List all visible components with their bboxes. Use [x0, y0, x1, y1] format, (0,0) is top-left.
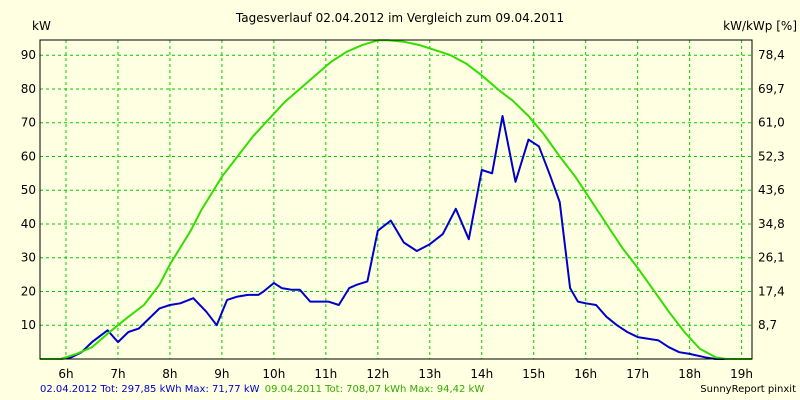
x-tick-label: 12h — [366, 367, 389, 381]
y-tick-label-left: 30 — [21, 251, 36, 265]
y-tick-label-left: 80 — [21, 82, 36, 96]
legend-series-1: 02.04.2012 Tot: 297,85 kWh Max: 71,77 kW… — [40, 384, 484, 395]
plot-frame — [39, 39, 753, 360]
x-tick-label: 17h — [626, 367, 649, 381]
legend-series-1-text: 02.04.2012 Tot: 297,85 kWh Max: 71,77 kW — [40, 384, 260, 395]
x-tick-label: 13h — [418, 367, 441, 381]
chart-title: Tagesverlauf 02.04.2012 im Vergleich zum… — [235, 11, 564, 25]
series-line-1 — [40, 115, 752, 360]
y-tick-label-left: 70 — [21, 116, 36, 130]
axis-ticks: 10 8,7 20 17,4 30 26,1 40 34,8 50 43,6 60 52,3 70 61,… — [21, 48, 785, 381]
y-tick-label-left: 50 — [21, 183, 36, 197]
y-axis-label-right: kW/kWp [%] — [723, 19, 797, 33]
y-tick-label-right: 43,6 — [758, 183, 785, 197]
y-tick-label-right: 8,7 — [758, 318, 777, 332]
x-tick-label: 14h — [470, 367, 493, 381]
y-tick-label-right: 26,1 — [758, 251, 785, 265]
y-tick-label-right: 78,4 — [758, 48, 785, 62]
y-tick-label-right: 61,0 — [758, 116, 785, 130]
y-tick-label-right: 34,8 — [758, 217, 785, 231]
y-tick-label-right: 17,4 — [758, 284, 785, 298]
x-tick-label: 15h — [522, 367, 545, 381]
y-tick-label-left: 20 — [21, 284, 36, 298]
x-tick-label: 6h — [58, 367, 73, 381]
y-tick-label-right: 52,3 — [758, 149, 785, 163]
x-tick-label: 16h — [574, 367, 597, 381]
x-tick-label: 9h — [214, 367, 229, 381]
grid-lines — [40, 40, 752, 359]
y-tick-label-left: 40 — [21, 217, 36, 231]
x-tick-label: 8h — [162, 367, 177, 381]
credit-text: SunnyReport pinxit — [700, 384, 796, 395]
legend-series-2-text: 09.04.2011 Tot: 708,07 kWh Max: 94,42 kW — [265, 384, 485, 395]
y-axis-label-left: kW — [32, 19, 51, 33]
x-tick-label: 19h — [730, 367, 753, 381]
y-tick-label-right: 69,7 — [758, 82, 785, 96]
x-tick-label: 10h — [262, 367, 285, 381]
y-tick-label-left: 90 — [21, 48, 36, 62]
x-tick-label: 18h — [678, 367, 701, 381]
x-tick-label: 7h — [110, 367, 125, 381]
x-tick-label: 11h — [314, 367, 337, 381]
y-tick-label-left: 10 — [21, 318, 36, 332]
y-tick-label-left: 60 — [21, 149, 36, 163]
